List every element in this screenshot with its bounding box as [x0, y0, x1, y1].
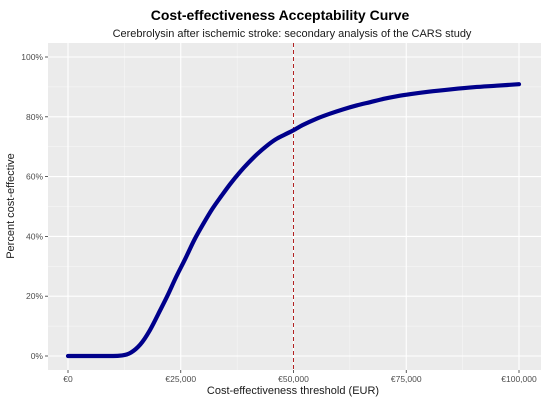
y-tick-label: 80% [26, 112, 43, 122]
x-tick-label: €25,000 [165, 374, 196, 384]
major-gridlines [48, 43, 541, 370]
acceptability-curve-line [65, 82, 522, 359]
y-tick-label: 0% [31, 351, 44, 361]
x-tick-label: €0 [63, 374, 73, 384]
y-tick-label: 20% [26, 291, 43, 301]
x-axis-title: Cost-effectiveness threshold (EUR) [207, 385, 379, 397]
x-tick-label: €50,000 [278, 374, 309, 384]
chart-title: Cost-effectiveness Acceptability Curve [151, 7, 410, 23]
chart-subtitle: Cerebrolysin after ischemic stroke: seco… [113, 28, 472, 40]
y-tick-label: 60% [26, 172, 43, 182]
y-tick-label: 40% [26, 231, 43, 241]
x-tick-label: €100,000 [501, 374, 537, 384]
x-axis-ticks: €0 €25,000 €50,000 €75,000 €100,000 [63, 370, 537, 384]
y-axis-title: Percent cost-effective [5, 153, 17, 259]
y-axis-ticks: 0% 20% 40% 60% 80% 100% [21, 52, 48, 361]
minor-gridlines [48, 43, 541, 370]
y-tick-label: 100% [21, 52, 43, 62]
x-tick-label: €75,000 [391, 374, 422, 384]
